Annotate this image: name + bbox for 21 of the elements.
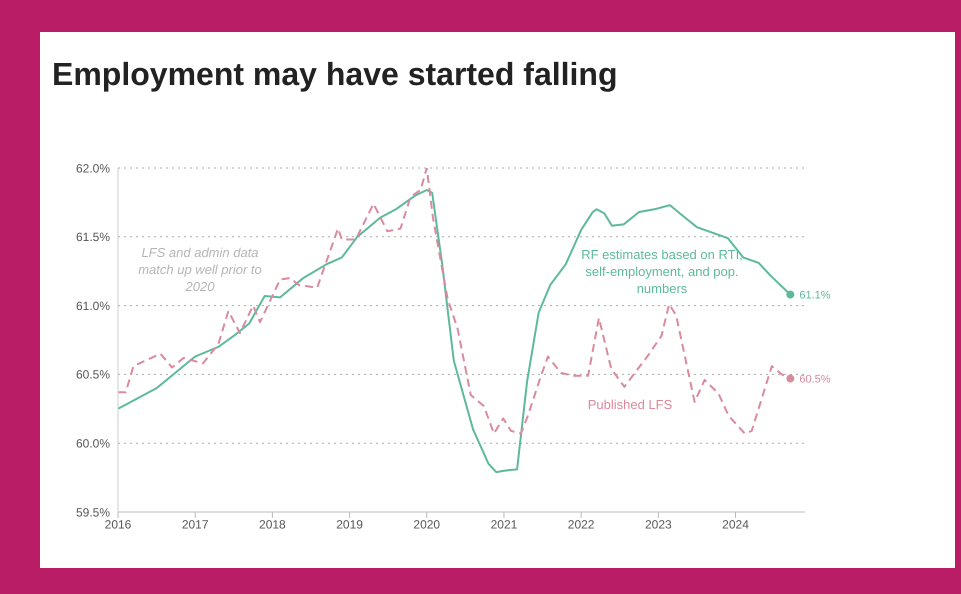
y-tick-label: 60.0% xyxy=(76,436,110,450)
y-tick-label: 61.0% xyxy=(76,298,110,313)
y-tick-label: 60.5% xyxy=(76,368,110,382)
x-tick-label: 2023 xyxy=(644,518,672,532)
x-tick-label: 2017 xyxy=(182,518,209,532)
x-tick-label: 2020 xyxy=(413,518,440,532)
x-tick-label: 2021 xyxy=(490,518,518,532)
x-tick-label: 2022 xyxy=(568,518,595,532)
annotation: 61.1% xyxy=(799,289,831,302)
series-label: Published LFS xyxy=(586,396,674,413)
annotation: LFS and admin data match up well prior to 2020 xyxy=(137,244,263,295)
y-tick-label: 59.5% xyxy=(76,505,110,520)
y-tick-label: 61.5% xyxy=(76,230,110,244)
x-tick-label: 2019 xyxy=(336,518,364,532)
chart-title: Employment may have started falling xyxy=(52,56,618,93)
x-tick-label: 2018 xyxy=(259,518,286,532)
y-tick-label: 62.0% xyxy=(76,161,110,176)
x-tick-label: 2016 xyxy=(104,518,132,532)
series-label: RF estimates based on RTI, self-employment, and pop. numbers xyxy=(580,246,744,297)
annotation: 60.5% xyxy=(799,373,831,386)
x-tick-label: 2024 xyxy=(722,518,750,532)
